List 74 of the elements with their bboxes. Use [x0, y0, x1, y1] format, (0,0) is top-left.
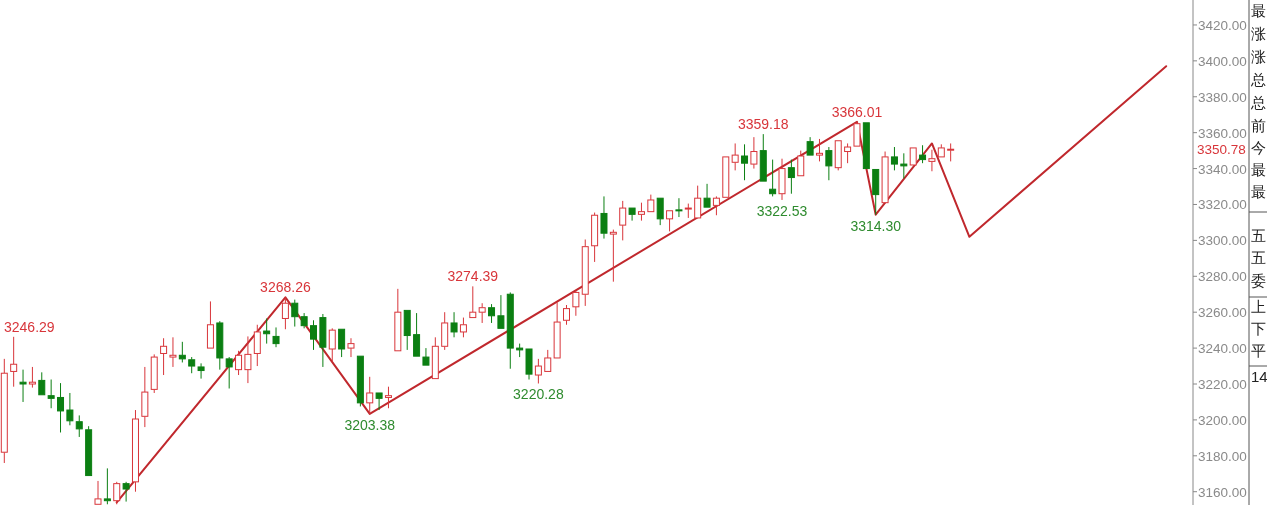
candlestick — [19, 369, 27, 403]
candlestick — [712, 195, 720, 216]
y-tick-label: 3240.00 — [1198, 341, 1247, 357]
text: 五 — [1251, 227, 1266, 244]
annotation: 3314.30 — [850, 217, 902, 234]
y-tick-label: 3280.00 — [1198, 269, 1247, 285]
text: 总 — [1250, 94, 1266, 111]
candlestick — [310, 319, 318, 351]
candlestick — [928, 149, 936, 172]
annotation: 3268.26 — [260, 279, 311, 296]
y-tick-label: 3200.00 — [1198, 412, 1247, 428]
candlestick — [347, 337, 355, 358]
candlestick — [366, 376, 374, 415]
annotation: 3359.18 — [737, 116, 789, 133]
y-tick-label: 3260.00 — [1198, 305, 1247, 321]
candlestick — [478, 302, 486, 324]
line-series — [115, 65, 1168, 504]
candlestick — [778, 158, 786, 201]
y-tick-label: 3320.00 — [1198, 197, 1247, 213]
candlestick — [741, 143, 749, 181]
candlestick — [47, 379, 55, 409]
text: 3350.78 — [1197, 142, 1246, 158]
candlestick — [160, 337, 168, 376]
annotation: 3274.39 — [447, 268, 499, 285]
text: 最 — [1251, 2, 1266, 19]
candlestick — [825, 146, 833, 181]
text: 涨 — [1251, 48, 1266, 65]
text: 五 — [1251, 249, 1266, 266]
candlestick — [450, 311, 458, 338]
candlestick — [300, 312, 308, 329]
text: 总 — [1250, 71, 1266, 88]
text: 最 — [1251, 183, 1266, 200]
y-tick-label: 3300.00 — [1198, 233, 1247, 249]
candlestick — [506, 291, 514, 370]
candlestick — [750, 136, 758, 170]
text: 委 — [1251, 272, 1266, 289]
text: 前 — [1251, 117, 1266, 134]
annotation: 3366.01 — [831, 103, 883, 120]
candlestick — [319, 313, 327, 368]
y-tick-label: 3340.00 — [1198, 161, 1247, 177]
candlestick — [244, 335, 252, 384]
candlestick — [10, 336, 18, 388]
y-tick-label: 3160.00 — [1198, 484, 1247, 500]
y-tick-label: 3220.00 — [1198, 377, 1247, 392]
annotation: 3246.29 — [4, 318, 55, 335]
annotation: 3322.53 — [756, 202, 808, 219]
text: 今 — [1251, 139, 1266, 156]
candlestick — [263, 317, 271, 345]
candlestick — [281, 296, 289, 330]
candlestick — [122, 481, 130, 503]
candlestick — [66, 392, 74, 426]
y-tick-label: 3180.00 — [1198, 448, 1247, 464]
candlestick — [675, 197, 683, 218]
text: 平 — [1251, 342, 1266, 359]
y-tick-label: 3400.00 — [1198, 53, 1247, 69]
y-tick-label: 3380.00 — [1198, 89, 1247, 105]
candlestick — [600, 195, 608, 240]
text: 涨 — [1251, 25, 1266, 42]
text: 下 — [1251, 320, 1266, 337]
candlestick — [235, 350, 243, 376]
candlestick — [272, 326, 280, 348]
y-tick-label: 3360.00 — [1198, 125, 1247, 141]
candlestick — [141, 366, 149, 428]
y-tick-label: 3420.00 — [1198, 17, 1247, 33]
candlestick — [57, 382, 65, 433]
candlestick — [572, 290, 580, 317]
text: 最 — [1251, 161, 1266, 178]
text: 14 — [1251, 368, 1267, 385]
candlestick — [169, 336, 177, 368]
candlestick — [581, 238, 589, 307]
candlestick — [197, 362, 205, 380]
annotation: 3220.28 — [513, 386, 564, 403]
text: 上 — [1251, 298, 1266, 315]
annotation: 3203.38 — [344, 416, 396, 433]
